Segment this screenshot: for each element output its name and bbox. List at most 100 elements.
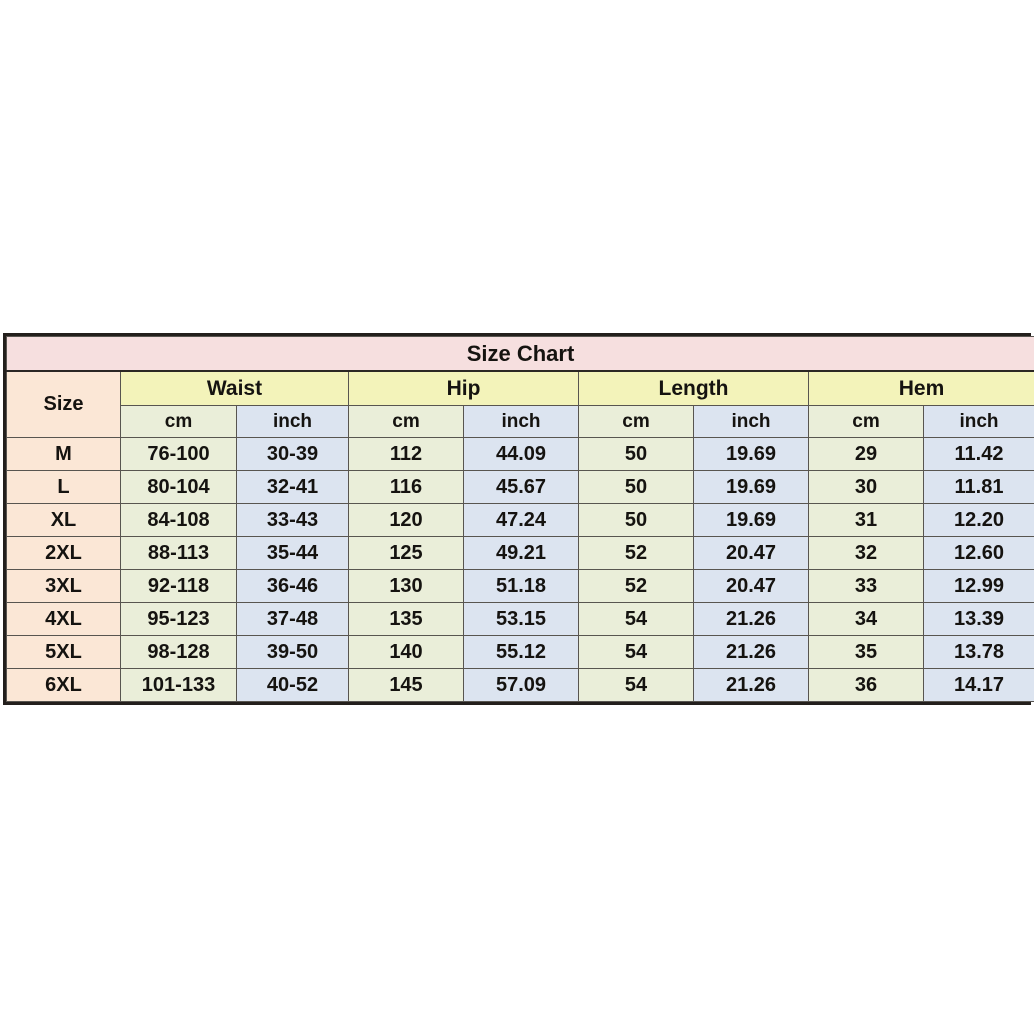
cell-hip-inch: 55.12 — [463, 635, 579, 669]
cell-hip-inch: 45.67 — [463, 470, 579, 504]
cell-waist-inch: 36-46 — [236, 569, 349, 603]
unit-header-row: cm inch cm inch cm inch cm inch — [7, 405, 1034, 438]
table-row: 4XL 95-123 37-48 135 53.15 54 21.26 34 13.39 — [6, 602, 1034, 636]
cell-hip-inch: 47.24 — [463, 503, 579, 537]
cell-hip-inch: 49.21 — [463, 536, 579, 570]
cell-hem-cm: 34 — [808, 602, 924, 636]
cell-length-inch: 21.26 — [693, 635, 809, 669]
cell-waist-inch: 33-43 — [236, 503, 349, 537]
cell-hem-cm: 35 — [808, 635, 924, 669]
cell-hem-inch: 12.99 — [922, 569, 1034, 603]
cell-waist-inch: 35-44 — [236, 536, 349, 570]
cell-waist-inch: 37-48 — [236, 602, 349, 636]
column-group-hip: Hip — [348, 370, 579, 406]
cell-size: 6XL — [6, 668, 121, 702]
unit-header-waist-cm: cm — [120, 405, 237, 438]
cell-hip-cm: 130 — [348, 569, 464, 603]
cell-hip-cm: 135 — [348, 602, 464, 636]
cell-hip-cm: 116 — [348, 470, 464, 504]
group-header-row: Size Waist Hip Length Hem — [6, 370, 1034, 438]
unit-header-waist-inch: inch — [236, 405, 349, 438]
cell-hip-cm: 112 — [348, 437, 464, 471]
cell-length-cm: 52 — [578, 569, 694, 603]
chart-title: Size Chart — [5, 336, 1034, 372]
cell-waist-cm: 92-118 — [120, 569, 237, 603]
column-group-length: Length — [578, 370, 809, 406]
cell-size: 4XL — [6, 602, 121, 636]
unit-header-hip-inch: inch — [463, 405, 579, 438]
cell-hip-cm: 125 — [348, 536, 464, 570]
table-row: M 76-100 30-39 112 44.09 50 19.69 29 11.42 — [6, 437, 1034, 471]
cell-length-cm: 52 — [578, 536, 694, 570]
cell-length-inch: 20.47 — [693, 569, 809, 603]
cell-hem-inch: 13.39 — [922, 602, 1034, 636]
table-row: 3XL 92-118 36-46 130 51.18 52 20.47 33 12.99 — [6, 569, 1034, 603]
cell-hem-inch: 12.20 — [922, 503, 1034, 537]
table-row: 2XL 88-113 35-44 125 49.21 52 20.47 32 12.60 — [6, 536, 1034, 570]
cell-size: 3XL — [6, 569, 121, 603]
cell-hip-inch: 51.18 — [463, 569, 579, 603]
cell-length-inch: 20.47 — [693, 536, 809, 570]
cell-length-cm: 50 — [578, 503, 694, 537]
cell-size: 5XL — [6, 635, 121, 669]
cell-waist-inch: 40-52 — [236, 668, 349, 702]
cell-waist-inch: 30-39 — [236, 437, 349, 471]
cell-length-cm: 54 — [578, 635, 694, 669]
column-group-waist: Waist — [120, 370, 349, 406]
size-chart-body: M 76-100 30-39 112 44.09 50 19.69 29 11.42 L 80-10… — [6, 437, 1034, 702]
cell-hem-cm: 32 — [808, 536, 924, 570]
cell-waist-cm: 98-128 — [120, 635, 237, 669]
cell-hip-cm: 145 — [348, 668, 464, 702]
size-chart-table: Size Chart Size Waist Hip Length Hem cm … — [5, 336, 1034, 702]
cell-waist-cm: 95-123 — [120, 602, 237, 636]
unit-header-hem-inch: inch — [922, 405, 1034, 438]
cell-hem-inch: 13.78 — [922, 635, 1034, 669]
cell-hem-inch: 11.42 — [922, 437, 1034, 471]
cell-hem-inch: 12.60 — [922, 536, 1034, 570]
column-header-size: Size — [6, 370, 121, 438]
cell-waist-inch: 32-41 — [236, 470, 349, 504]
unit-header-hem-cm: cm — [808, 405, 924, 438]
cell-length-inch: 21.26 — [693, 668, 809, 702]
cell-length-inch: 19.69 — [693, 503, 809, 537]
cell-waist-cm: 76-100 — [120, 437, 237, 471]
table-row: 6XL 101-133 40-52 145 57.09 54 21.26 36 14.17 — [6, 668, 1034, 702]
cell-hem-cm: 29 — [808, 437, 924, 471]
table-row: L 80-104 32-41 116 45.67 50 19.69 30 11.81 — [6, 470, 1034, 504]
cell-hem-cm: 31 — [808, 503, 924, 537]
cell-size: L — [6, 470, 121, 504]
table-row: XL 84-108 33-43 120 47.24 50 19.69 31 12.20 — [6, 503, 1034, 537]
cell-hem-cm: 36 — [808, 668, 924, 702]
cell-size: 2XL — [6, 536, 121, 570]
cell-hem-cm: 30 — [808, 470, 924, 504]
size-chart-container: Size Chart Size Waist Hip Length Hem cm … — [3, 333, 1034, 705]
cell-length-cm: 50 — [578, 437, 694, 471]
unit-header-length-inch: inch — [693, 405, 809, 438]
cell-waist-cm: 88-113 — [120, 536, 237, 570]
cell-hem-inch: 11.81 — [922, 470, 1034, 504]
cell-hem-cm: 33 — [808, 569, 924, 603]
unit-header-length-cm: cm — [578, 405, 694, 438]
cell-length-cm: 50 — [578, 470, 694, 504]
cell-size: XL — [6, 503, 121, 537]
cell-hip-inch: 53.15 — [463, 602, 579, 636]
cell-waist-cm: 80-104 — [120, 470, 237, 504]
cell-length-inch: 19.69 — [693, 437, 809, 471]
cell-hem-inch: 14.17 — [922, 668, 1034, 702]
column-group-hem: Hem — [807, 370, 1034, 406]
cell-length-inch: 19.69 — [693, 470, 809, 504]
cell-hip-inch: 57.09 — [463, 668, 579, 702]
unit-header-hip-cm: cm — [348, 405, 464, 438]
cell-length-cm: 54 — [578, 668, 694, 702]
cell-hip-cm: 120 — [348, 503, 464, 537]
cell-length-inch: 21.26 — [693, 602, 809, 636]
cell-waist-inch: 39-50 — [236, 635, 349, 669]
cell-hip-cm: 140 — [348, 635, 464, 669]
title-row: Size Chart — [5, 336, 1034, 372]
size-chart-header: Size Chart Size Waist Hip Length Hem cm … — [5, 336, 1034, 438]
table-row: 5XL 98-128 39-50 140 55.12 54 21.26 35 13.78 — [6, 635, 1034, 669]
cell-hip-inch: 44.09 — [463, 437, 579, 471]
cell-size: M — [6, 437, 121, 471]
cell-waist-cm: 84-108 — [120, 503, 237, 537]
